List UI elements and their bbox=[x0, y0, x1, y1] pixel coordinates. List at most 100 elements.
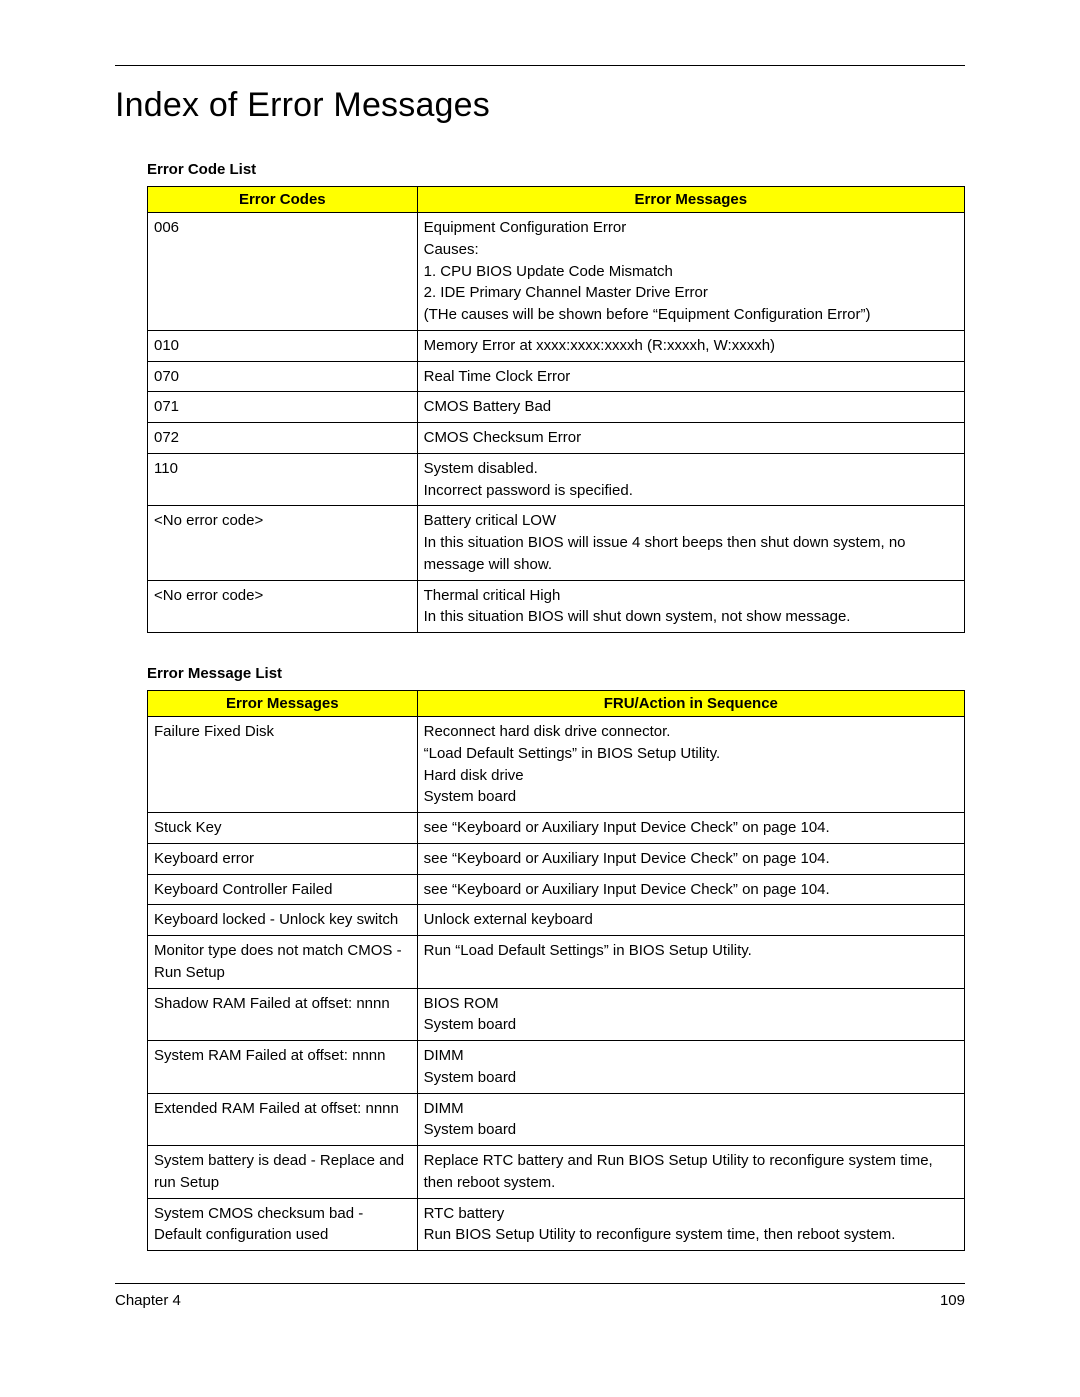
document-page: Index of Error Messages Error Code List … bbox=[0, 0, 1080, 1359]
table-row: 110System disabled.Incorrect password is… bbox=[148, 453, 965, 506]
table-row: Shadow RAM Failed at offset: nnnnBIOS RO… bbox=[148, 988, 965, 1041]
fru-action-cell: DIMMSystem board bbox=[417, 1093, 964, 1146]
fru-action-cell: Unlock external keyboard bbox=[417, 905, 964, 936]
cell-line: Memory Error at xxxx:xxxx:xxxxh (R:xxxxh… bbox=[424, 335, 958, 357]
cell-line: DIMM bbox=[424, 1045, 958, 1067]
cell-line: Reconnect hard disk drive connector. bbox=[424, 721, 958, 743]
fru-action-cell: RTC batteryRun BIOS Setup Utility to rec… bbox=[417, 1198, 964, 1251]
error-message-cell: Monitor type does not match CMOS - Run S… bbox=[148, 936, 418, 989]
table-row: Keyboard error see “Keyboard or Auxiliary… bbox=[148, 843, 965, 874]
cell-line: Causes: bbox=[424, 239, 958, 261]
cell-line: Unlock external keyboard bbox=[424, 909, 958, 931]
table-row: 072 CMOS Checksum Error bbox=[148, 423, 965, 454]
cell-line: Run BIOS Setup Utility to reconfigure sy… bbox=[424, 1224, 958, 1246]
table-row: Extended RAM Failed at offset: nnnnDIMMS… bbox=[148, 1093, 965, 1146]
fru-action-cell: DIMMSystem board bbox=[417, 1041, 964, 1094]
table1-header-row: Error Codes Error Messages bbox=[148, 187, 965, 213]
table-row: System RAM Failed at offset: nnnnDIMMSys… bbox=[148, 1041, 965, 1094]
cell-line: CMOS Battery Bad bbox=[424, 396, 958, 418]
error-message-cell: Shadow RAM Failed at offset: nnnn bbox=[148, 988, 418, 1041]
error-message-cell: Extended RAM Failed at offset: nnnn bbox=[148, 1093, 418, 1146]
cell-line: System board bbox=[424, 786, 958, 808]
top-rule bbox=[115, 65, 965, 66]
error-message-cell: Keyboard locked - Unlock key switch bbox=[148, 905, 418, 936]
error-message-cell: Battery critical LOWIn this situation BI… bbox=[417, 506, 964, 580]
cell-line: “Load Default Settings” in BIOS Setup Ut… bbox=[424, 743, 958, 765]
fru-action-cell: Replace RTC battery and Run BIOS Setup U… bbox=[417, 1146, 964, 1199]
error-message-cell: Real Time Clock Error bbox=[417, 361, 964, 392]
error-message-cell: Failure Fixed Disk bbox=[148, 717, 418, 813]
cell-line: 2. IDE Primary Channel Master Drive Erro… bbox=[424, 282, 958, 304]
table1-caption: Error Code List bbox=[147, 161, 965, 178]
error-message-cell: Memory Error at xxxx:xxxx:xxxxh (R:xxxxh… bbox=[417, 330, 964, 361]
table-row: System battery is dead - Replace and run… bbox=[148, 1146, 965, 1199]
error-code-cell: <No error code> bbox=[148, 506, 418, 580]
fru-action-cell: Run “Load Default Settings” in BIOS Setu… bbox=[417, 936, 964, 989]
cell-line: see “Keyboard or Auxiliary Input Device … bbox=[424, 879, 958, 901]
cell-line: 1. CPU BIOS Update Code Mismatch bbox=[424, 261, 958, 283]
table-row: 071 CMOS Battery Bad bbox=[148, 392, 965, 423]
table-row: 010 Memory Error at xxxx:xxxx:xxxxh (R:xx… bbox=[148, 330, 965, 361]
cell-line: Run “Load Default Settings” in BIOS Setu… bbox=[424, 940, 958, 962]
table2-header-row: Error Messages FRU/Action in Sequence bbox=[148, 691, 965, 717]
cell-line: Equipment Configuration Error bbox=[424, 217, 958, 239]
cell-line: (THe causes will be shown before “Equipm… bbox=[424, 304, 958, 326]
error-message-cell: CMOS Battery Bad bbox=[417, 392, 964, 423]
error-message-cell: Keyboard error bbox=[148, 843, 418, 874]
table-row: 070 Real Time Clock Error bbox=[148, 361, 965, 392]
table-row: <No error code>Battery critical LOWIn th… bbox=[148, 506, 965, 580]
error-message-cell: System battery is dead - Replace and run… bbox=[148, 1146, 418, 1199]
error-message-cell: System CMOS checksum bad - Default confi… bbox=[148, 1198, 418, 1251]
table1-header-messages: Error Messages bbox=[417, 187, 964, 213]
fru-action-cell: see “Keyboard or Auxiliary Input Device … bbox=[417, 813, 964, 844]
cell-line: System board bbox=[424, 1119, 958, 1141]
cell-line: In this situation BIOS will issue 4 shor… bbox=[424, 532, 958, 576]
error-code-cell: 070 bbox=[148, 361, 418, 392]
table-row: <No error code>Thermal critical HighIn t… bbox=[148, 580, 965, 633]
footer-page-number: 109 bbox=[940, 1292, 965, 1309]
bottom-rule bbox=[115, 1283, 965, 1284]
error-message-cell: System disabled.Incorrect password is sp… bbox=[417, 453, 964, 506]
error-message-cell: Equipment Configuration ErrorCauses:1. C… bbox=[417, 213, 964, 331]
cell-line: BIOS ROM bbox=[424, 993, 958, 1015]
cell-line: Incorrect password is specified. bbox=[424, 480, 958, 502]
fru-action-cell: BIOS ROMSystem board bbox=[417, 988, 964, 1041]
cell-line: see “Keyboard or Auxiliary Input Device … bbox=[424, 817, 958, 839]
cell-line: Replace RTC battery and Run BIOS Setup U… bbox=[424, 1150, 958, 1194]
table-row: Keyboard locked - Unlock key switch Unloc… bbox=[148, 905, 965, 936]
error-code-table: Error Codes Error Messages 006Equipment … bbox=[147, 186, 965, 633]
cell-line: Real Time Clock Error bbox=[424, 366, 958, 388]
cell-line: DIMM bbox=[424, 1098, 958, 1120]
fru-action-cell: see “Keyboard or Auxiliary Input Device … bbox=[417, 843, 964, 874]
table-row: Stuck Keysee “Keyboard or Auxiliary Inpu… bbox=[148, 813, 965, 844]
cell-line: Thermal critical High bbox=[424, 585, 958, 607]
table-row: Failure Fixed Disk Reconnect hard disk dr… bbox=[148, 717, 965, 813]
error-code-cell: 010 bbox=[148, 330, 418, 361]
table1-header-codes: Error Codes bbox=[148, 187, 418, 213]
cell-line: CMOS Checksum Error bbox=[424, 427, 958, 449]
cell-line: System board bbox=[424, 1014, 958, 1036]
cell-line: System disabled. bbox=[424, 458, 958, 480]
cell-line: System board bbox=[424, 1067, 958, 1089]
error-code-cell: <No error code> bbox=[148, 580, 418, 633]
page-title: Index of Error Messages bbox=[115, 86, 965, 125]
table2-caption: Error Message List bbox=[147, 665, 965, 682]
table-row: Keyboard Controller Failed see “Keyboard … bbox=[148, 874, 965, 905]
cell-line: RTC battery bbox=[424, 1203, 958, 1225]
table-row: 006Equipment Configuration ErrorCauses:1… bbox=[148, 213, 965, 331]
error-code-cell: 110 bbox=[148, 453, 418, 506]
error-message-cell: Thermal critical HighIn this situation B… bbox=[417, 580, 964, 633]
error-code-cell: 071 bbox=[148, 392, 418, 423]
table-row: System CMOS checksum bad - Default confi… bbox=[148, 1198, 965, 1251]
fru-action-cell: see “Keyboard or Auxiliary Input Device … bbox=[417, 874, 964, 905]
error-message-table: Error Messages FRU/Action in Sequence Fa… bbox=[147, 690, 965, 1251]
table2-header-messages: Error Messages bbox=[148, 691, 418, 717]
footer-chapter: Chapter 4 bbox=[115, 1292, 181, 1309]
table2-header-actions: FRU/Action in Sequence bbox=[417, 691, 964, 717]
error-message-cell: Keyboard Controller Failed bbox=[148, 874, 418, 905]
cell-line: Battery critical LOW bbox=[424, 510, 958, 532]
error-code-cell: 072 bbox=[148, 423, 418, 454]
error-code-cell: 006 bbox=[148, 213, 418, 331]
table-row: Monitor type does not match CMOS - Run S… bbox=[148, 936, 965, 989]
cell-line: see “Keyboard or Auxiliary Input Device … bbox=[424, 848, 958, 870]
